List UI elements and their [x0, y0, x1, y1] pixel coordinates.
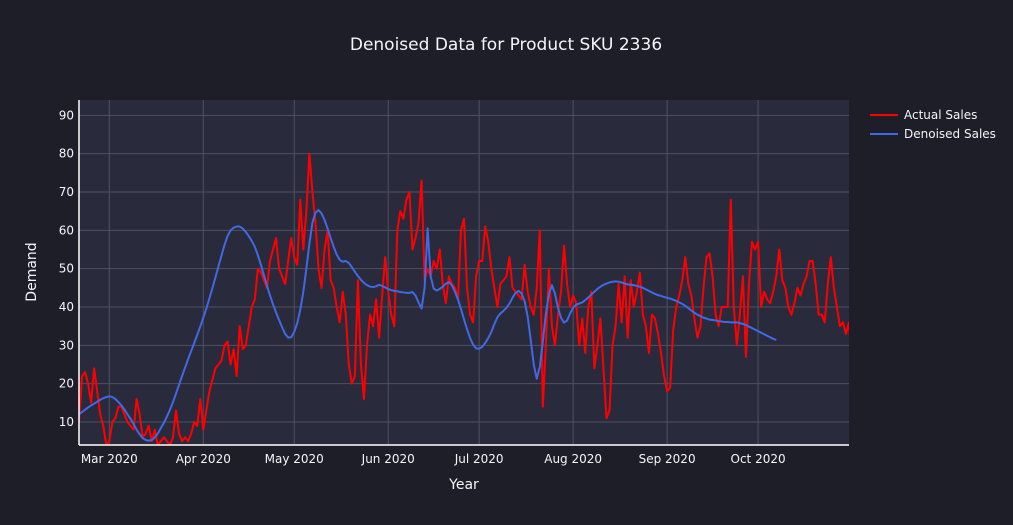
series-line-actual-sales [79, 152, 849, 445]
series-lines [79, 152, 849, 445]
chart-title: Denoised Data for Product SKU 2336 [350, 35, 662, 55]
y-tick-label: 40 [59, 300, 74, 314]
series-line-denoised-sales [79, 209, 777, 442]
x-tick-label: Jul 2020 [454, 452, 504, 466]
x-axis-ticks: Mar 2020 Apr 2020 May 2020 Jun 2020 Jul 2020… [81, 452, 786, 466]
legend-label-denoised: Denoised Sales [904, 127, 996, 141]
x-tick-label: Aug 2020 [544, 452, 602, 466]
y-axis-ticks: 10 20 30 40 50 60 70 80 90 [59, 108, 74, 429]
x-tick-label: May 2020 [265, 452, 324, 466]
x-tick-label: Jun 2020 [361, 452, 415, 466]
y-tick-label: 90 [59, 108, 74, 122]
y-tick-label: 80 [59, 147, 74, 161]
y-tick-label: 20 [59, 377, 74, 391]
legend-item-actual[interactable]: Actual Sales [870, 108, 977, 122]
y-axis-title: Demand [24, 242, 40, 301]
x-tick-label: Mar 2020 [81, 452, 138, 466]
x-tick-label: Apr 2020 [176, 452, 231, 466]
y-tick-label: 10 [59, 415, 74, 429]
y-tick-label: 50 [59, 262, 74, 276]
legend: Actual Sales Denoised Sales [870, 108, 996, 141]
y-tick-label: 60 [59, 223, 74, 237]
x-axis-title: Year [448, 477, 479, 493]
x-tick-label: Oct 2020 [731, 452, 786, 466]
y-tick-label: 70 [59, 185, 74, 199]
y-tick-label: 30 [59, 338, 74, 352]
x-tick-label: Sep 2020 [639, 452, 696, 466]
legend-item-denoised[interactable]: Denoised Sales [870, 127, 996, 141]
plot-area [79, 100, 849, 445]
legend-label-actual: Actual Sales [904, 108, 977, 122]
